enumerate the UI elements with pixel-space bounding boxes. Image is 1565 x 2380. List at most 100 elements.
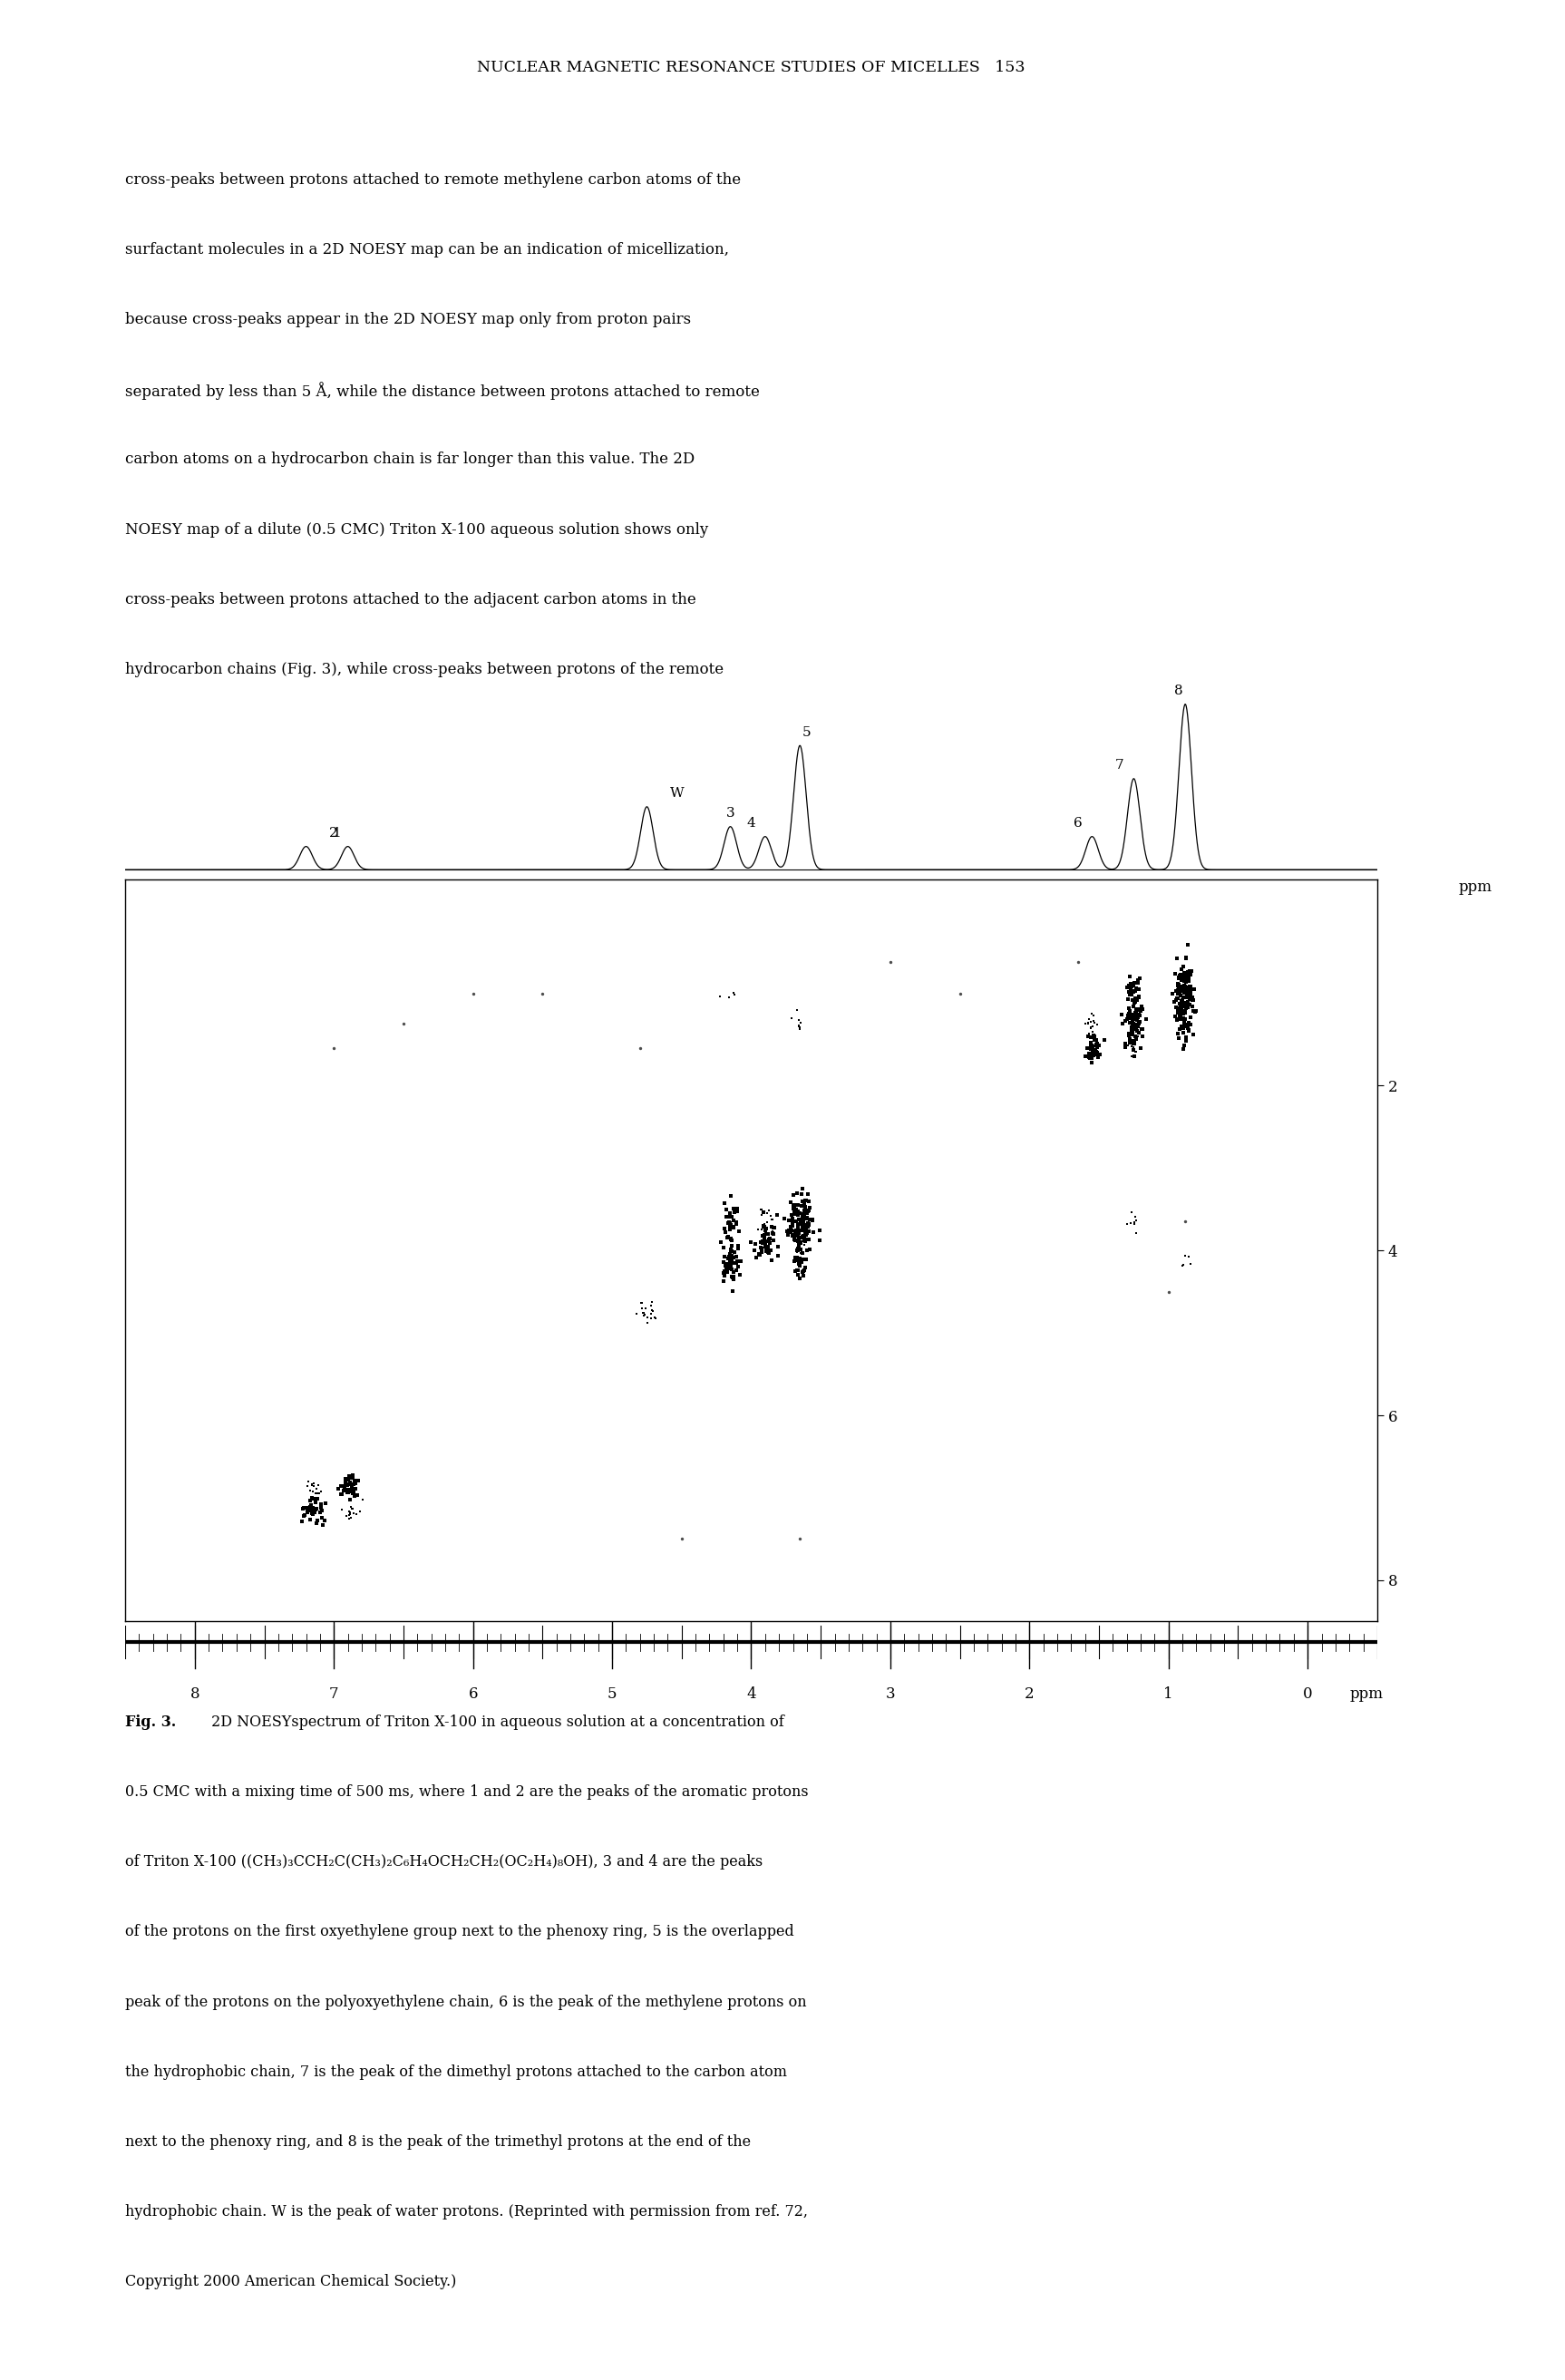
Point	[1077, 1035, 1102, 1073]
Point	[751, 1207, 776, 1245]
Point	[1124, 997, 1149, 1035]
Point	[1182, 971, 1207, 1009]
Point	[1119, 976, 1144, 1014]
Point	[712, 1209, 737, 1247]
Point	[754, 1233, 779, 1271]
Point	[782, 1195, 808, 1233]
Point	[1119, 1014, 1144, 1052]
Point	[753, 1228, 778, 1266]
Point	[786, 1233, 811, 1271]
Point	[1122, 983, 1147, 1021]
Point	[631, 1297, 656, 1335]
Point	[1116, 1014, 1141, 1052]
Point	[1169, 985, 1194, 1023]
Point	[1121, 1004, 1146, 1042]
Point	[304, 1504, 329, 1542]
Point	[721, 1192, 747, 1230]
Point	[300, 1466, 326, 1504]
Point	[1172, 983, 1197, 1021]
Point	[1178, 981, 1203, 1019]
Point	[639, 1288, 664, 1326]
Point	[789, 1200, 814, 1238]
Point	[302, 1492, 327, 1530]
Point	[1117, 1004, 1142, 1042]
Point	[1119, 1028, 1144, 1066]
Point	[754, 1230, 779, 1269]
Point	[1122, 964, 1147, 1002]
Point	[302, 1473, 327, 1511]
Point	[1164, 1014, 1189, 1052]
Point	[1081, 1002, 1106, 1040]
Point	[1166, 981, 1191, 1019]
Point	[1171, 1247, 1196, 1285]
Point	[308, 1485, 333, 1523]
Point	[786, 1007, 811, 1045]
Point	[792, 1219, 817, 1257]
Point	[1122, 981, 1147, 1019]
Point	[718, 1221, 743, 1259]
Point	[789, 1216, 814, 1254]
Point	[725, 1190, 750, 1228]
Point	[1169, 988, 1194, 1026]
Text: NUCLEAR MAGNETIC RESONANCE STUDIES OF MICELLES   153: NUCLEAR MAGNETIC RESONANCE STUDIES OF MI…	[477, 60, 1025, 74]
Point	[1085, 1026, 1110, 1064]
Point	[1178, 969, 1203, 1007]
Point	[1177, 985, 1202, 1023]
Point	[753, 1226, 778, 1264]
Point	[787, 1009, 812, 1047]
Point	[793, 1221, 818, 1259]
Point	[1166, 992, 1191, 1031]
Point	[1174, 959, 1199, 997]
Point	[712, 1254, 737, 1292]
Point	[1182, 1016, 1207, 1054]
Point	[341, 1473, 366, 1511]
Point	[308, 1490, 333, 1528]
Point	[1177, 981, 1202, 1019]
Point	[310, 1492, 335, 1530]
Point	[302, 1483, 327, 1521]
Point	[782, 1192, 808, 1230]
Point	[1174, 1007, 1199, 1045]
Point	[1124, 1004, 1149, 1042]
Point	[787, 1245, 812, 1283]
Point	[782, 1211, 808, 1250]
Point	[297, 1488, 322, 1526]
Point	[329, 1476, 354, 1514]
Point	[640, 1283, 665, 1321]
Point	[1180, 978, 1205, 1016]
Point	[712, 1185, 737, 1223]
Point	[787, 1009, 812, 1047]
Point	[757, 1219, 782, 1257]
Point	[1122, 1009, 1147, 1047]
Point	[715, 1240, 740, 1278]
Point	[1124, 995, 1149, 1033]
Point	[792, 1180, 817, 1219]
Point	[628, 1285, 653, 1323]
Point	[1177, 1007, 1202, 1045]
Point	[726, 1211, 751, 1250]
Text: ppm: ppm	[1349, 1687, 1383, 1702]
Point	[299, 1490, 324, 1528]
Point	[717, 1235, 742, 1273]
Point	[1078, 1040, 1103, 1078]
Point	[1124, 1002, 1149, 1040]
Point	[531, 973, 556, 1012]
Point	[1080, 1033, 1105, 1071]
Point	[761, 1214, 786, 1252]
Point	[1174, 964, 1199, 1002]
Point	[1169, 962, 1194, 1000]
Point	[1081, 1004, 1106, 1042]
Point	[720, 1238, 745, 1276]
Point	[1174, 976, 1199, 1014]
Text: Copyright 2000 American Chemical Society.): Copyright 2000 American Chemical Society…	[125, 2275, 457, 2290]
Point	[751, 1204, 776, 1242]
Point	[1169, 1007, 1194, 1045]
Point	[1121, 1007, 1146, 1045]
Point	[1077, 1014, 1102, 1052]
Point	[1164, 1000, 1189, 1038]
Point	[1124, 1202, 1149, 1240]
Point	[1175, 959, 1200, 997]
Point	[753, 1207, 778, 1245]
Point	[300, 1480, 326, 1518]
Point	[643, 1299, 668, 1338]
